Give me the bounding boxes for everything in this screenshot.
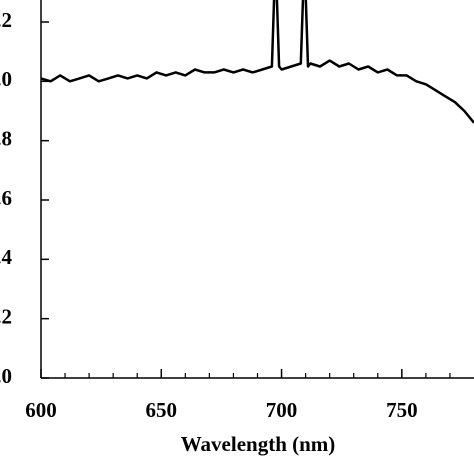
x-tick-label: 750 xyxy=(386,398,418,422)
y-tick-label: 0.8 xyxy=(0,126,12,150)
y-tick-label: 0.4 xyxy=(0,245,13,269)
y-tick-label: 1.0 xyxy=(0,67,12,91)
y-tick-label: 1.2 xyxy=(0,8,12,32)
x-axis-label: Wavelength (nm) xyxy=(181,432,336,456)
x-tick-label: 600 xyxy=(25,398,57,422)
y-tick-label: 0.2 xyxy=(0,304,12,328)
y-tick-label: 0.6 xyxy=(0,186,12,210)
x-tick-label: 700 xyxy=(266,398,298,422)
y-tick-label: 0.0 xyxy=(0,364,12,388)
x-tick-label: 650 xyxy=(146,398,178,422)
line-series xyxy=(41,0,474,124)
